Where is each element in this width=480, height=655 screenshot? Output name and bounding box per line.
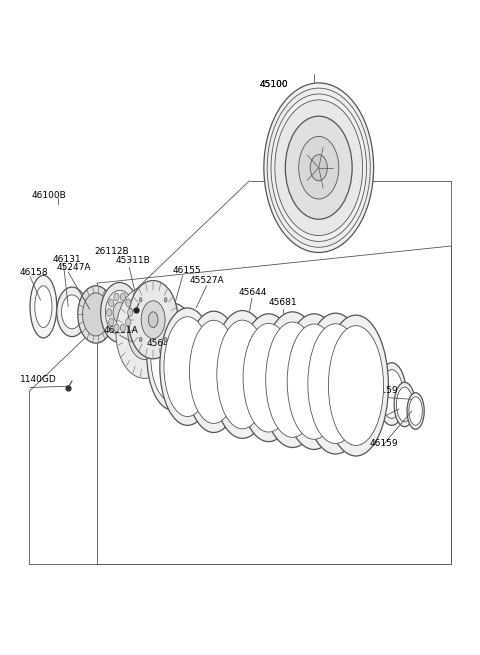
Ellipse shape xyxy=(120,293,126,301)
Ellipse shape xyxy=(261,312,324,447)
Ellipse shape xyxy=(30,275,57,338)
Ellipse shape xyxy=(126,318,131,326)
Ellipse shape xyxy=(101,282,139,343)
Text: 45247A: 45247A xyxy=(56,263,91,272)
Ellipse shape xyxy=(310,155,327,181)
Text: 45100: 45100 xyxy=(259,80,288,88)
Text: 45311B: 45311B xyxy=(116,257,151,265)
Text: 45527A: 45527A xyxy=(190,276,225,285)
Ellipse shape xyxy=(128,309,133,316)
Text: 46111A: 46111A xyxy=(104,326,139,335)
Ellipse shape xyxy=(108,318,114,326)
Ellipse shape xyxy=(164,337,167,342)
Text: 1140GD: 1140GD xyxy=(20,375,56,384)
Ellipse shape xyxy=(83,293,109,336)
Ellipse shape xyxy=(151,311,196,403)
Ellipse shape xyxy=(303,313,368,454)
Ellipse shape xyxy=(35,286,52,328)
Text: 46155: 46155 xyxy=(172,266,201,274)
Text: 46131: 46131 xyxy=(53,255,82,263)
Ellipse shape xyxy=(128,306,161,360)
Text: 46159: 46159 xyxy=(370,439,398,448)
Ellipse shape xyxy=(381,369,403,419)
Ellipse shape xyxy=(139,297,142,302)
Text: 45644: 45644 xyxy=(239,288,267,297)
Ellipse shape xyxy=(396,387,413,422)
Text: 45577A: 45577A xyxy=(306,418,341,426)
Text: 46158: 46158 xyxy=(20,267,48,276)
Text: 45100: 45100 xyxy=(259,80,288,88)
Ellipse shape xyxy=(113,302,126,323)
Ellipse shape xyxy=(106,290,134,335)
Ellipse shape xyxy=(108,299,114,307)
Ellipse shape xyxy=(116,287,173,379)
Ellipse shape xyxy=(328,326,384,445)
Text: 45651B: 45651B xyxy=(332,427,367,436)
Ellipse shape xyxy=(164,297,167,302)
Ellipse shape xyxy=(285,116,352,219)
Ellipse shape xyxy=(141,301,165,339)
Ellipse shape xyxy=(267,88,370,248)
Text: 45643C: 45643C xyxy=(147,339,182,348)
Text: 46159: 46159 xyxy=(370,386,398,395)
Ellipse shape xyxy=(190,320,238,423)
Ellipse shape xyxy=(299,136,339,199)
Ellipse shape xyxy=(139,337,142,342)
Ellipse shape xyxy=(394,383,415,426)
Ellipse shape xyxy=(239,314,299,441)
Ellipse shape xyxy=(78,286,114,343)
Text: 26112B: 26112B xyxy=(95,248,129,256)
Ellipse shape xyxy=(275,100,363,236)
Ellipse shape xyxy=(148,312,158,328)
Text: 45681: 45681 xyxy=(269,298,297,307)
Ellipse shape xyxy=(164,317,211,417)
Ellipse shape xyxy=(271,94,366,242)
Ellipse shape xyxy=(212,310,273,438)
Text: 46100B: 46100B xyxy=(32,191,66,200)
Ellipse shape xyxy=(217,320,268,429)
Ellipse shape xyxy=(57,287,87,337)
Ellipse shape xyxy=(377,363,406,425)
Ellipse shape xyxy=(287,324,341,440)
Ellipse shape xyxy=(407,393,424,429)
Ellipse shape xyxy=(160,308,215,425)
Ellipse shape xyxy=(107,309,112,316)
Ellipse shape xyxy=(114,324,119,332)
Ellipse shape xyxy=(282,314,346,449)
Ellipse shape xyxy=(308,324,363,443)
Ellipse shape xyxy=(114,293,119,301)
Ellipse shape xyxy=(61,295,83,329)
Ellipse shape xyxy=(243,324,294,432)
Ellipse shape xyxy=(324,315,388,456)
Ellipse shape xyxy=(126,299,131,307)
Ellipse shape xyxy=(409,397,422,425)
Ellipse shape xyxy=(128,280,178,359)
Ellipse shape xyxy=(185,311,242,432)
Ellipse shape xyxy=(266,322,319,438)
Ellipse shape xyxy=(264,83,373,252)
Ellipse shape xyxy=(147,303,199,410)
Ellipse shape xyxy=(120,324,126,332)
